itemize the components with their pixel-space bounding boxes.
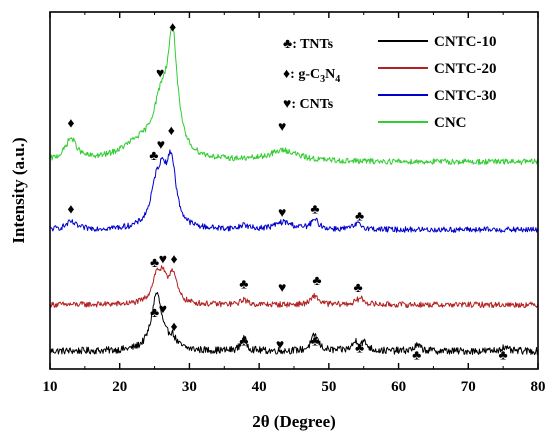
club-icon: ♣ — [149, 149, 158, 164]
heart-icon: ♥ — [278, 206, 286, 221]
legend-label-cntc-10: CNTC-10 — [434, 34, 497, 50]
symbol-legend-label: N — [325, 67, 335, 82]
symbol-legend-label: : g-C — [290, 67, 320, 82]
diamond-icon: ♦ — [168, 124, 175, 139]
symbol-legend-label: : TNTs — [292, 37, 333, 52]
legend-label-cntc-30: CNTC-30 — [434, 88, 497, 104]
club-icon: ♣ — [412, 349, 421, 364]
symbol-legend-entry: ♦: g-C3N4 — [283, 67, 340, 85]
x-tick-layer: 10 20 30 40 50 60 70 80 — [43, 12, 546, 395]
heart-icon: ♥ — [278, 281, 286, 296]
peak-marker-layer: ♦♥♦ ♥♦♥♣♦ ♥ ♣ ♣♣ ♥ ♦♣ ♥ ♣ ♣♣ ♥♦♣ ♥ ♣ ♣ ♣ ♣ — [67, 20, 507, 363]
x-tick-label: 10 — [43, 379, 58, 395]
x-tick-label: 50 — [321, 379, 336, 395]
diamond-icon: ♦ — [171, 320, 178, 335]
series-line-cntc-10 — [49, 291, 539, 356]
series-line-cnc — [49, 25, 539, 166]
x-axis-label: 2θ (Degree) — [252, 412, 336, 431]
symbol-legend-label: : CNTs — [291, 97, 333, 112]
series-line-cntc-20 — [49, 265, 539, 308]
x-tick-label: 20 — [112, 379, 127, 395]
club-icon: ♣ — [239, 277, 248, 292]
legend-label-cnc: CNC — [434, 115, 467, 131]
x-tick-label: 70 — [461, 379, 476, 395]
club-icon: ♣ — [310, 334, 319, 349]
heart-icon: ♥ — [278, 120, 286, 135]
club-icon: ♣ — [283, 37, 292, 52]
legend-label-cntc-20: CNTC-20 — [434, 61, 497, 77]
club-icon: ♣ — [355, 342, 364, 357]
x-tick-label: 60 — [391, 379, 406, 395]
club-icon: ♣ — [150, 306, 159, 321]
club-icon: ♣ — [239, 334, 248, 349]
heart-icon: ♥ — [159, 302, 167, 317]
club-icon: ♣ — [499, 349, 508, 364]
diamond-icon: ♦ — [67, 117, 74, 132]
symbol-legend: ♣: TNTs♦: g-C3N4♥: CNTs — [283, 37, 340, 112]
x-tick-label: 80 — [531, 379, 546, 395]
heart-icon: ♥ — [276, 338, 284, 353]
x-tick-label: 40 — [252, 379, 267, 395]
club-icon: ♣ — [355, 209, 364, 224]
diamond-icon: ♦ — [169, 20, 176, 35]
club-icon: ♣ — [310, 202, 319, 217]
symbol-legend-entry: ♥: CNTs — [283, 97, 334, 112]
x-tick-label: 30 — [182, 379, 197, 395]
heart-icon: ♥ — [156, 67, 164, 82]
club-icon: ♣ — [312, 274, 321, 289]
y-axis-label: Intensity (a.u.) — [9, 137, 28, 243]
series-layer — [49, 25, 539, 356]
symbol-legend-subscript: 4 — [335, 74, 340, 85]
symbol-legend-entry: ♣: TNTs — [283, 37, 334, 52]
club-icon: ♣ — [150, 256, 159, 271]
symbol-legend-subscript: 3 — [320, 74, 325, 85]
heart-icon: ♥ — [157, 138, 165, 153]
series-legend: CNTC-10 CNTC-20 CNTC-30 CNC — [378, 34, 497, 131]
heart-icon: ♥ — [159, 252, 167, 267]
diamond-icon: ♦ — [171, 252, 178, 267]
club-icon: ♣ — [354, 281, 363, 296]
heart-icon: ♥ — [283, 97, 291, 112]
diamond-icon: ♦ — [67, 202, 74, 217]
diamond-icon: ♦ — [283, 67, 290, 82]
series-line-cntc-30 — [49, 149, 539, 233]
